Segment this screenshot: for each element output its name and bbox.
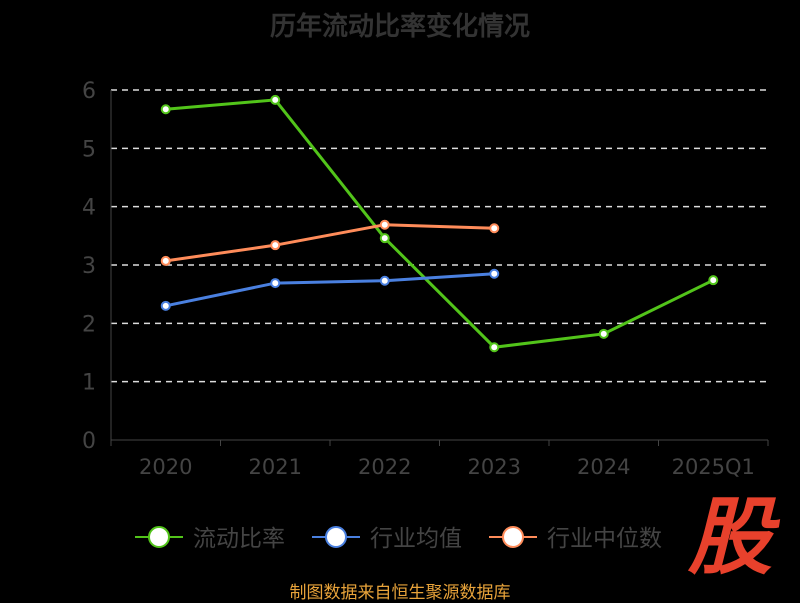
legend-label: 流动比率 xyxy=(193,526,285,552)
series-line-2 xyxy=(165,223,495,263)
y-tick-label: 6 xyxy=(82,79,96,104)
data-point xyxy=(489,342,500,353)
chart-title: 历年流动比率变化情况 xyxy=(269,12,530,42)
y-tick-label: 1 xyxy=(82,371,96,396)
legend-marker xyxy=(325,526,347,548)
data-point xyxy=(270,94,281,105)
data-point xyxy=(598,328,609,339)
legend-marker xyxy=(148,526,170,548)
data-point xyxy=(489,223,500,234)
legend-label: 行业中位数 xyxy=(547,526,662,552)
y-tick-label: 4 xyxy=(82,196,96,221)
brand-logo: 股 xyxy=(688,488,773,586)
data-point xyxy=(379,219,390,230)
legend-label: 行业均值 xyxy=(370,526,462,552)
data-point xyxy=(160,300,171,311)
legend-marker xyxy=(502,526,524,548)
data-point xyxy=(270,240,281,251)
series-line-1 xyxy=(165,272,495,308)
x-tick-label: 2022 xyxy=(358,455,411,479)
y-tick-label: 5 xyxy=(82,137,96,162)
y-tick-label: 2 xyxy=(82,312,96,337)
data-point xyxy=(489,268,500,279)
data-point xyxy=(708,275,719,286)
source-footer: 制图数据来自恒生聚源数据库 xyxy=(289,583,511,603)
y-tick-label: 0 xyxy=(82,429,96,454)
data-point xyxy=(160,255,171,266)
data-point xyxy=(379,233,390,244)
data-point xyxy=(160,104,171,115)
data-point xyxy=(270,278,281,289)
x-tick-label: 2025Q1 xyxy=(672,455,755,479)
x-tick-label: 2024 xyxy=(577,455,630,479)
x-tick-label: 2020 xyxy=(139,455,192,479)
data-point xyxy=(379,275,390,286)
y-tick-label: 3 xyxy=(82,254,96,279)
x-tick-label: 2023 xyxy=(468,455,521,479)
x-tick-label: 2021 xyxy=(249,455,302,479)
series-line-0 xyxy=(165,98,714,349)
